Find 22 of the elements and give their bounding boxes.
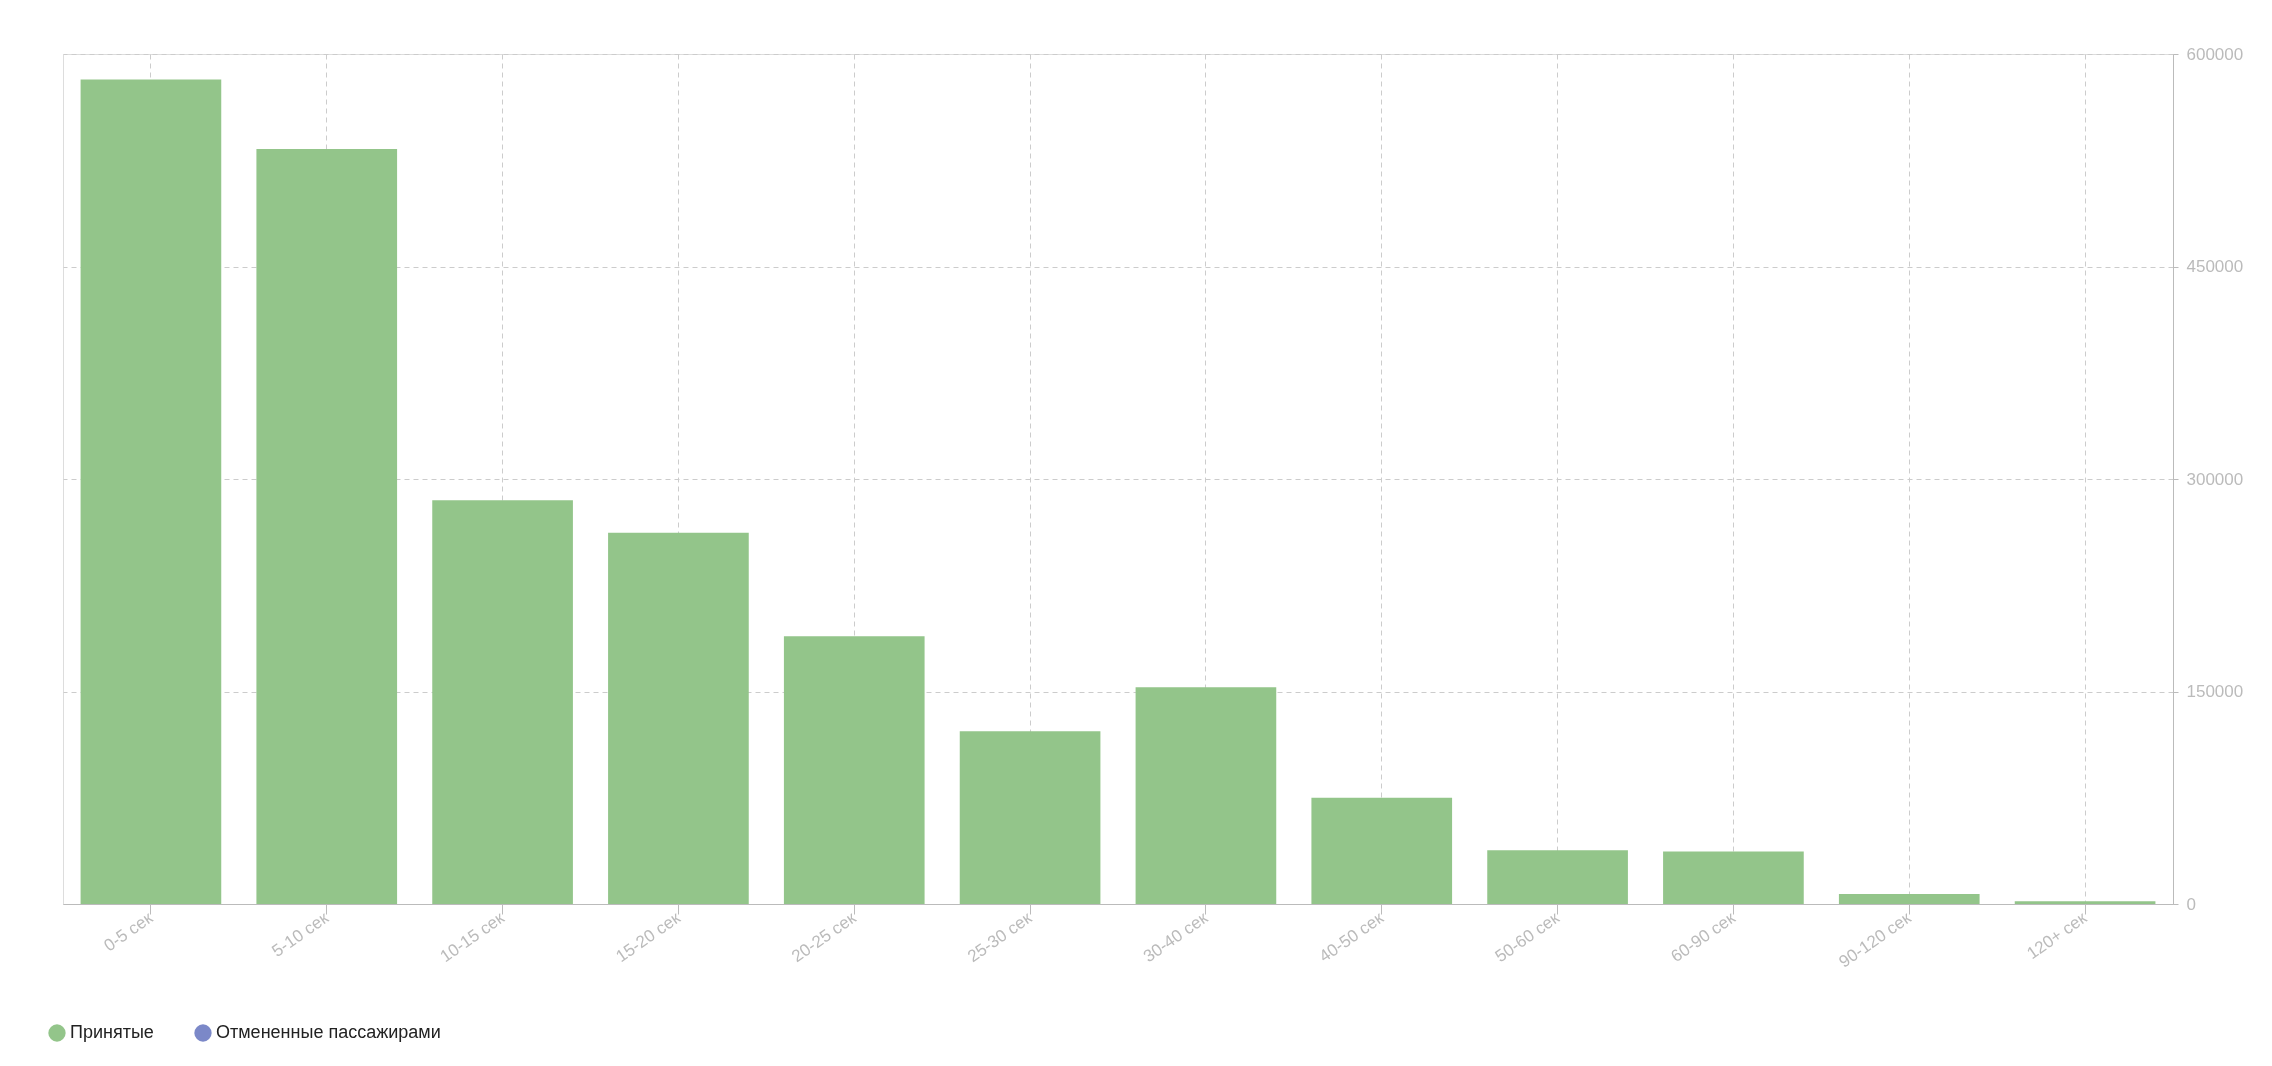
bar — [959, 731, 1101, 904]
bar — [783, 636, 925, 904]
bar — [1487, 850, 1628, 904]
bar — [1663, 851, 1804, 904]
y-tick-label: 450000 — [2186, 257, 2244, 276]
legend-label: Принятые — [70, 1022, 154, 1042]
bar — [2014, 901, 2156, 904]
bar — [432, 500, 573, 904]
y-tick-label: 150000 — [2186, 682, 2244, 701]
y-tick-label: 0 — [2186, 894, 2196, 914]
bar — [1311, 797, 1453, 904]
y-tick-label: 300000 — [2186, 469, 2244, 489]
bar — [1838, 894, 1980, 904]
bar — [1135, 687, 1277, 904]
y-tick-label: 600000 — [2186, 44, 2244, 64]
bar — [256, 148, 398, 904]
x-tick-label: 120+ сек — [2023, 907, 2091, 964]
bar — [80, 79, 222, 904]
bar — [608, 532, 749, 904]
legend-label: Отмененные пассажирами — [216, 1022, 441, 1042]
x-tick-label: 5-10 сек — [268, 907, 333, 961]
x-tick-label: 0-5 сек — [100, 907, 157, 956]
